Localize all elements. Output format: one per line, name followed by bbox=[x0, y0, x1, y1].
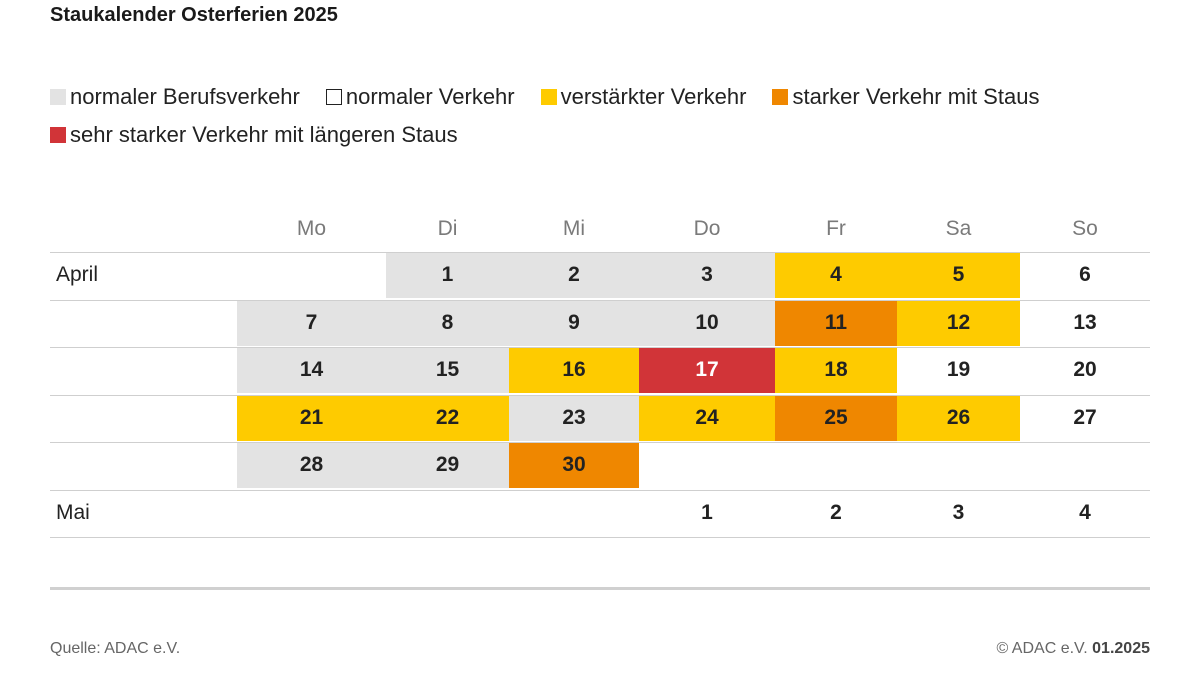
legend-swatch bbox=[50, 127, 66, 143]
legend-item-stark: starker Verkehr mit Staus bbox=[772, 84, 1039, 110]
day-header-fr: Fr bbox=[826, 217, 846, 240]
legend-swatch bbox=[772, 89, 789, 105]
row-divider bbox=[50, 299, 1150, 301]
source-note: Quelle: ADAC e.V. bbox=[50, 640, 181, 657]
copyright-prefix: © ADAC e.V. bbox=[996, 640, 1088, 657]
calendar-day-cell: 14 bbox=[237, 347, 386, 393]
calendar-day-cell: 1 bbox=[386, 252, 509, 298]
legend-item-normal: normaler Verkehr bbox=[325, 84, 515, 110]
calendar-day-cell: 20 bbox=[1020, 347, 1150, 393]
month-label-april: April bbox=[56, 263, 99, 286]
calendar-day-cell: 5 bbox=[897, 252, 1020, 298]
day-header-so: So bbox=[1072, 217, 1098, 240]
calendar-day-cell: 4 bbox=[775, 252, 897, 298]
calendar-day-cell: 24 bbox=[639, 394, 775, 441]
day-header-do: Do bbox=[693, 217, 721, 240]
calendar-day-cell: 30 bbox=[509, 442, 639, 488]
calendar-day-cell: 26 bbox=[897, 394, 1020, 441]
calendar-day-cell: 29 bbox=[386, 442, 509, 488]
calendar-day-cell: 2 bbox=[509, 252, 639, 298]
calendar-day-cell: 7 bbox=[237, 299, 386, 346]
copyright-note: © ADAC e.V. 01.2025 bbox=[996, 640, 1150, 658]
calendar-day-cell: 2 bbox=[775, 489, 897, 536]
calendar-day-cell: 4 bbox=[1020, 489, 1150, 536]
calendar-day-cell: 8 bbox=[386, 299, 509, 346]
row-divider bbox=[50, 537, 1150, 538]
legend-swatch bbox=[540, 89, 557, 105]
calendar-day-cell: 11 bbox=[775, 299, 897, 346]
calendar-day-cell: 28 bbox=[237, 442, 386, 488]
legend-label: starker Verkehr mit Staus bbox=[792, 84, 1040, 109]
month-label-mai: Mai bbox=[56, 500, 90, 524]
calendar-day-cell: 25 bbox=[775, 394, 897, 441]
calendar-day-cell: 21 bbox=[237, 394, 386, 441]
legend-label: verstärkter Verkehr bbox=[560, 84, 747, 109]
calendar-day-cell: 19 bbox=[897, 347, 1020, 393]
chart-title: Staukalender Osterferien 2025 bbox=[50, 4, 338, 26]
calendar-day-cell: 17 bbox=[639, 347, 775, 393]
day-header-di: Di bbox=[437, 217, 458, 240]
legend: normaler Berufsverkehr normaler Verkehr ve… bbox=[50, 84, 1150, 148]
calendar-day-cell: 3 bbox=[639, 252, 775, 298]
calendar-day-cell: 10 bbox=[639, 299, 775, 346]
copyright-date: 01.2025 bbox=[1092, 640, 1150, 657]
calendar-day-cell: 16 bbox=[509, 347, 639, 393]
legend-label: normaler Verkehr bbox=[345, 84, 515, 109]
row-divider bbox=[50, 489, 1150, 491]
calendar-day-cell: 13 bbox=[1020, 299, 1150, 346]
calendar-day-cell: 15 bbox=[386, 347, 509, 393]
legend-item-verstaerkt: verstärkter Verkehr bbox=[540, 84, 747, 110]
legend-item-sehr-stark: sehr starker Verkehr mit längeren Staus bbox=[50, 122, 458, 148]
row-divider bbox=[50, 394, 1150, 396]
calendar-day-cell: 9 bbox=[509, 299, 639, 346]
calendar-day-cell: 18 bbox=[775, 347, 897, 393]
legend-swatch bbox=[50, 89, 66, 105]
calendar-day-cell: 6 bbox=[1020, 252, 1150, 298]
calendar-day-cell: 22 bbox=[386, 394, 509, 441]
row-divider bbox=[50, 347, 1150, 348]
legend-label: normaler Berufsverkehr bbox=[70, 84, 300, 109]
day-header-sa: Sa bbox=[945, 217, 972, 240]
legend-label: sehr starker Verkehr mit längeren Staus bbox=[70, 122, 458, 147]
calendar-day-cell: 3 bbox=[897, 489, 1020, 536]
traffic-calendar: Mo Di Mi Do Fr Sa So April 1 2 3 4 5 6 7 8 9 10 11 12 13 14 15… bbox=[50, 206, 1150, 546]
day-header-mo: Mo bbox=[296, 217, 327, 240]
legend-item-berufsverkehr: normaler Berufsverkehr bbox=[50, 84, 300, 110]
calendar-day-cell: 23 bbox=[509, 394, 639, 441]
day-header-mi: Mi bbox=[562, 217, 586, 240]
legend-swatch bbox=[325, 89, 342, 105]
bottom-divider bbox=[50, 587, 1150, 590]
calendar-day-cell: 27 bbox=[1020, 394, 1150, 441]
calendar-day-cell: 12 bbox=[897, 299, 1020, 346]
row-divider bbox=[50, 442, 1150, 443]
row-divider bbox=[50, 252, 1150, 253]
calendar-day-cell: 1 bbox=[639, 489, 775, 536]
